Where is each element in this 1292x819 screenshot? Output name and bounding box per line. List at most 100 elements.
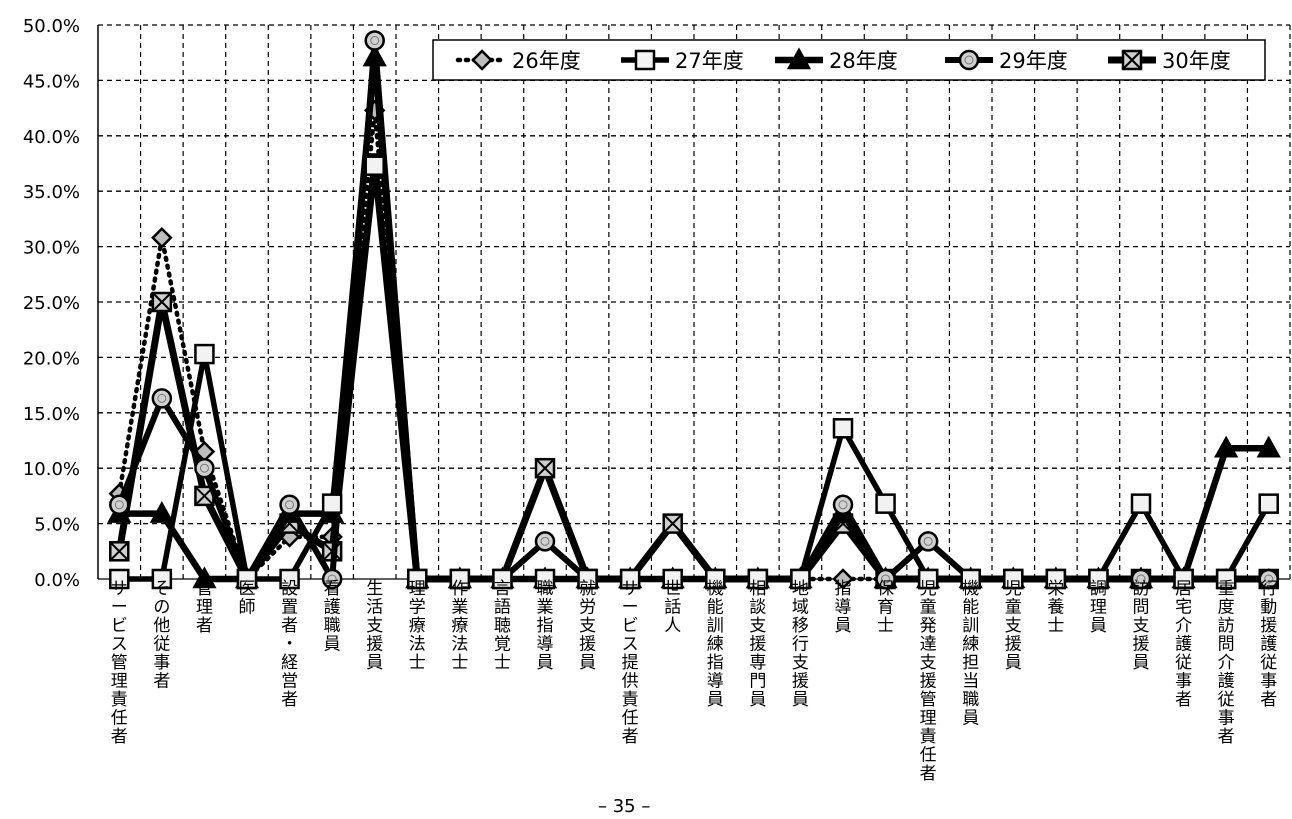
data-point <box>151 226 173 249</box>
data-point <box>194 457 215 479</box>
data-point <box>109 541 130 562</box>
data-point <box>832 494 854 516</box>
data-point <box>1088 568 1109 590</box>
legend-label: 27年度 <box>675 49 744 73</box>
data-point <box>364 30 385 51</box>
data-point <box>279 568 300 590</box>
legend-marker <box>786 47 812 70</box>
x-tick-label: 作業療法士 <box>451 579 468 673</box>
x-tick-label: 設置者・経営者 <box>281 579 298 710</box>
x-tick-label: 地域移行支援員 <box>792 579 809 710</box>
y-tick-label: 5.0% <box>34 515 80 536</box>
data-point <box>364 155 385 176</box>
data-point <box>790 568 811 590</box>
data-point <box>832 568 854 590</box>
data-point <box>534 531 556 552</box>
legend-label: 26年度 <box>512 49 581 73</box>
data-point <box>662 568 683 590</box>
data-point <box>1173 568 1194 590</box>
y-tick-label: 40.0% <box>23 127 80 148</box>
y-tick-label: 25.0% <box>23 293 80 314</box>
data-point <box>662 513 683 534</box>
data-point <box>151 568 173 590</box>
x-tick-label: 保育士 <box>877 579 894 636</box>
data-point <box>1130 493 1152 514</box>
data-point <box>1045 568 1067 590</box>
data-point <box>1256 435 1281 458</box>
data-point <box>236 568 258 590</box>
legend-label: 30年度 <box>1162 49 1231 73</box>
x-tick-label: 管理者 <box>196 579 213 636</box>
data-point <box>109 568 130 590</box>
x-axis-labels: サービス管理責任者 その他従事者 管理者 医師 設置者・経営者 看護職員 生活支援員 理学療法… <box>111 579 1277 784</box>
x-tick-label: サービス管理責任者 <box>111 579 128 747</box>
data-point <box>832 418 854 439</box>
x-tick-label: 訪問支援員 <box>1133 579 1150 673</box>
data-point <box>321 568 343 590</box>
data-point <box>577 568 598 590</box>
data-point <box>747 568 769 590</box>
legend: 26年度 27年度 28年度 29年度 30年度 <box>432 39 1266 81</box>
y-tick-label: 30.0% <box>23 238 80 259</box>
data-point <box>151 388 173 409</box>
x-tick-label: 生活支援員 <box>366 579 383 673</box>
data-point <box>492 568 513 590</box>
page-number: – 35 – <box>598 796 651 817</box>
x-tick-label: 児童発達支援管理責任者 <box>920 579 937 784</box>
data-point <box>875 568 896 590</box>
grid-lines <box>97 24 1291 580</box>
data-point <box>449 568 471 590</box>
legend-item: 30年度 <box>1108 49 1231 73</box>
x-tick-label: 就労支援員 <box>579 579 596 673</box>
y-axis: 0.0% 5.0% 10.0% 15.0% 20.0% 25.0% 30.0% 35.0% 40… <box>23 16 80 591</box>
x-tick-label: 機能訓練担当職員 <box>962 579 979 729</box>
x-tick-label: 行動援護従事者 <box>1260 579 1277 710</box>
legend-item: 29年度 <box>945 49 1068 73</box>
data-point <box>619 568 641 590</box>
legend-marker <box>471 49 493 71</box>
x-tick-label: 機能訓練指導員 <box>707 579 724 710</box>
legend-marker <box>1121 49 1143 71</box>
data-point <box>534 457 556 479</box>
data-point <box>1214 435 1239 458</box>
data-point <box>917 531 939 552</box>
data-point <box>534 568 556 590</box>
x-tick-label: 指導員 <box>835 579 852 636</box>
data-point <box>407 568 428 590</box>
legend-marker <box>634 49 656 71</box>
series-line <box>119 162 1272 582</box>
legend-item: 28年度 <box>775 47 898 73</box>
data-point <box>279 494 300 516</box>
series-layer <box>107 30 1281 590</box>
x-tick-label: 重度訪問介護従事者 <box>1218 579 1235 747</box>
data-point <box>149 501 174 523</box>
data-point <box>194 343 215 365</box>
y-tick-label: 50.0% <box>23 16 80 37</box>
legend-marker <box>958 49 980 71</box>
legend-label: 29年度 <box>999 49 1068 73</box>
x-tick-label: 調理員 <box>1090 579 1107 636</box>
data-point <box>917 568 939 590</box>
x-tick-label: 看護職員 <box>324 579 341 655</box>
data-point <box>875 493 896 514</box>
data-point <box>960 568 981 590</box>
y-tick-label: 45.0% <box>23 71 80 92</box>
y-tick-label: 20.0% <box>23 348 80 369</box>
legend-item: 26年度 <box>455 49 581 73</box>
data-point <box>321 493 343 514</box>
x-tick-label: 居宅介護従事者 <box>1175 579 1192 710</box>
data-point <box>705 568 726 590</box>
data-point <box>151 291 173 313</box>
y-tick-label: 35.0% <box>23 182 80 203</box>
legend-label: 28年度 <box>829 49 898 73</box>
x-tick-label: その他従事者 <box>153 579 170 692</box>
data-point <box>109 494 130 516</box>
data-point <box>1258 568 1279 590</box>
data-point <box>1258 493 1279 514</box>
x-tick-label: 理学療法士 <box>409 579 426 673</box>
x-tick-label: 相談支援専門員 <box>749 579 766 710</box>
x-tick-label: サービス提供責任者 <box>622 579 639 747</box>
legend-item: 27年度 <box>621 49 744 73</box>
series-2 <box>109 155 1279 590</box>
data-point <box>1215 568 1237 590</box>
